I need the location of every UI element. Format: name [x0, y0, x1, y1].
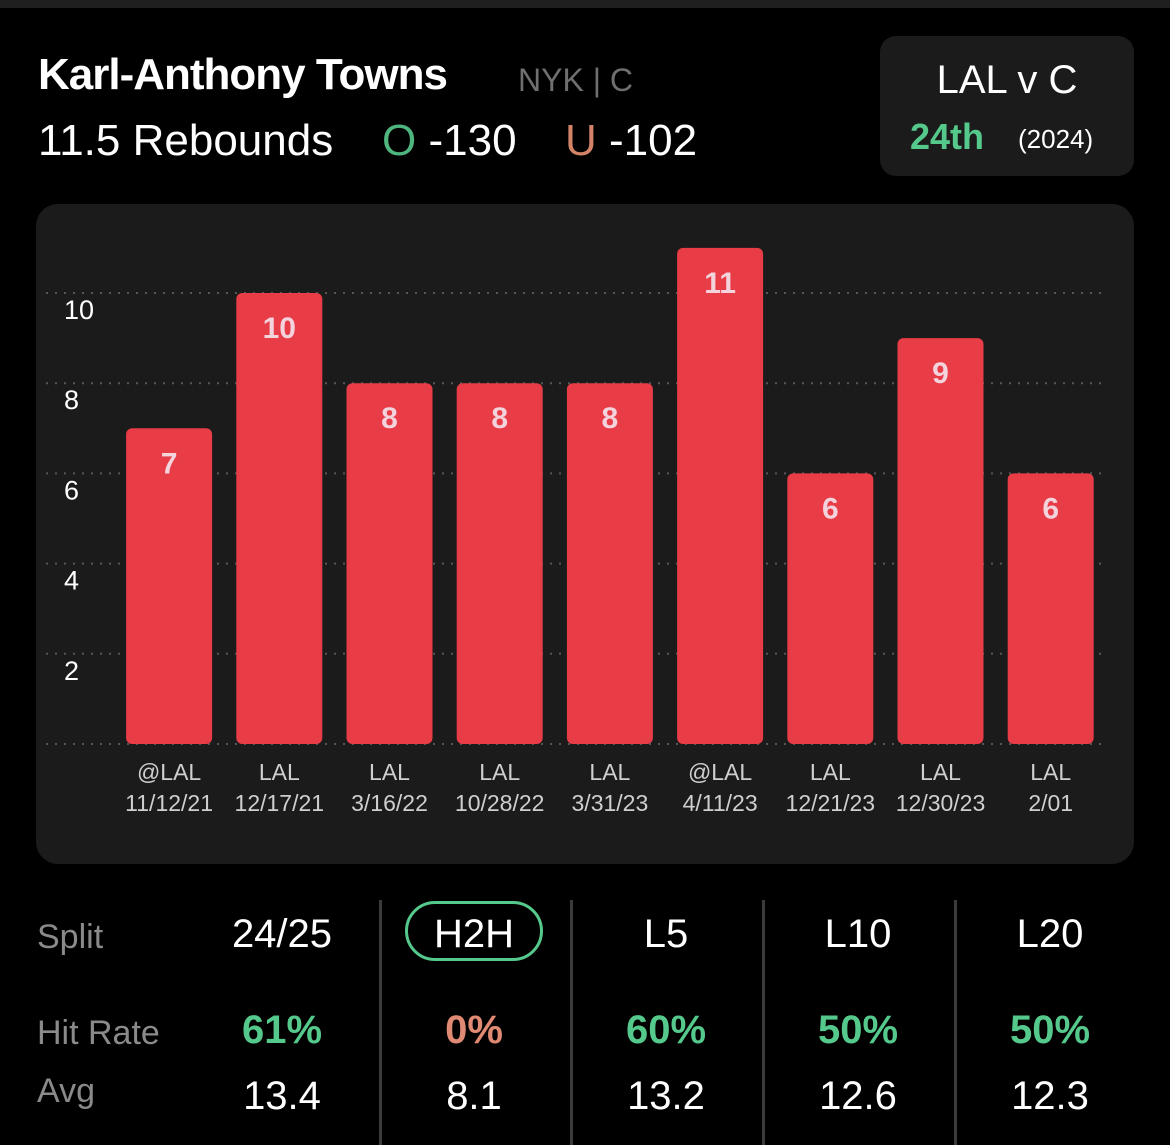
over-odds-value: -130 [428, 116, 517, 165]
bar-value-label: 7 [161, 447, 178, 480]
avg-value: 13.2 [627, 1074, 705, 1118]
hit-rate-value: 50% [1009, 1008, 1091, 1052]
hit-rate-value: 50% [817, 1008, 899, 1052]
avg-label: Avg [37, 1072, 95, 1110]
bar [126, 428, 213, 744]
x-tick-date: 12/21/23 [786, 790, 876, 816]
bar [677, 247, 764, 744]
player-name: Karl-Anthony Towns [38, 50, 448, 99]
column-divider [762, 900, 765, 1145]
prop-line: 11.5 Rebounds [38, 116, 334, 165]
y-tick-label: 8 [64, 385, 79, 415]
rebounds-chart: 2 4 6 8 10 7 @LAL 11/12/21 10 LAL 12/17/21 8 LAL 3/16… [36, 204, 1134, 864]
x-tick-date: 12/17/21 [235, 790, 325, 816]
chart-svg: 2 4 6 8 10 7 @LAL 11/12/21 10 LAL 12/17/21 8 LAL 3/16… [46, 247, 1101, 816]
bar-value-label: 8 [602, 402, 619, 435]
matchup-title: LAL v C [936, 58, 1078, 102]
column-divider [379, 900, 382, 1145]
x-tick-opponent: LAL [920, 759, 961, 785]
x-tick-date: 2/01 [1028, 790, 1073, 816]
x-tick-date: 10/28/22 [455, 790, 545, 816]
x-tick-opponent: @LAL [688, 759, 752, 785]
split-tab-h2h[interactable]: H2H [433, 912, 515, 956]
bar-value-label: 8 [381, 402, 398, 435]
avg-value: 13.4 [243, 1074, 321, 1118]
split-tab-l20[interactable]: L20 [1016, 912, 1084, 956]
h2h-selected-pill [405, 901, 543, 961]
bar-value-label: 11 [704, 267, 736, 300]
hit-rate-value: 0% [445, 1008, 503, 1052]
split-tab-l10[interactable]: L10 [824, 912, 892, 956]
y-tick-label: 4 [64, 566, 79, 596]
x-tick-date: 3/31/23 [572, 790, 649, 816]
bar [346, 383, 433, 744]
avg-value: 12.3 [1011, 1074, 1089, 1118]
avg-value: 12.6 [819, 1074, 897, 1118]
x-tick-opponent: @LAL [137, 759, 201, 785]
matchup-rank: 24th [910, 116, 985, 157]
column-divider [570, 900, 573, 1145]
bar [566, 383, 653, 744]
x-tick-date: 3/16/22 [351, 790, 428, 816]
bar-value-label: 6 [1042, 492, 1059, 525]
under-label: U [565, 116, 597, 165]
hit-rate-value: 61% [241, 1008, 323, 1052]
hit-rate-label: Hit Rate [37, 1014, 160, 1052]
bar-value-label: 8 [491, 402, 508, 435]
team-position: NYK | C [518, 62, 633, 98]
top-divider [0, 0, 1170, 8]
x-tick-opponent: LAL [369, 759, 410, 785]
bar-value-label: 6 [822, 492, 839, 525]
column-divider [954, 900, 957, 1145]
x-tick-date: 4/11/23 [683, 790, 758, 816]
bar [456, 383, 543, 744]
x-tick-opponent: LAL [589, 759, 630, 785]
split-label: Split [37, 918, 104, 956]
y-tick-label: 10 [64, 295, 94, 325]
matchup-card[interactable]: LAL v C 24th (2024) [880, 36, 1134, 176]
x-tick-date: 11/12/21 [125, 790, 213, 816]
x-tick-date: 12/30/23 [896, 790, 986, 816]
over-label: O [382, 116, 417, 165]
split-tab-l5[interactable]: L5 [643, 912, 689, 956]
bar-value-label: 9 [932, 357, 949, 390]
bar-value-label: 10 [263, 312, 296, 345]
x-tick-opponent: LAL [259, 759, 300, 785]
split-stats: Split Hit Rate Avg 24/25 H2H L5 L10 L20 … [0, 890, 1170, 1145]
under-odds[interactable]: U -102 [565, 116, 697, 166]
bar [897, 338, 984, 744]
bar [787, 473, 874, 744]
x-tick-opponent: LAL [1030, 759, 1071, 785]
bar [236, 293, 323, 744]
over-odds[interactable]: O -130 [382, 116, 517, 166]
matchup-year: (2024) [1018, 124, 1094, 154]
split-tab-season[interactable]: 24/25 [231, 912, 333, 956]
x-tick-opponent: LAL [810, 759, 851, 785]
hit-rate-value: 60% [625, 1008, 707, 1052]
under-odds-value: -102 [609, 116, 698, 165]
bar [1007, 473, 1094, 744]
y-tick-label: 2 [64, 656, 79, 686]
y-tick-label: 6 [64, 475, 79, 505]
avg-value: 8.1 [446, 1074, 502, 1118]
x-tick-opponent: LAL [479, 759, 520, 785]
